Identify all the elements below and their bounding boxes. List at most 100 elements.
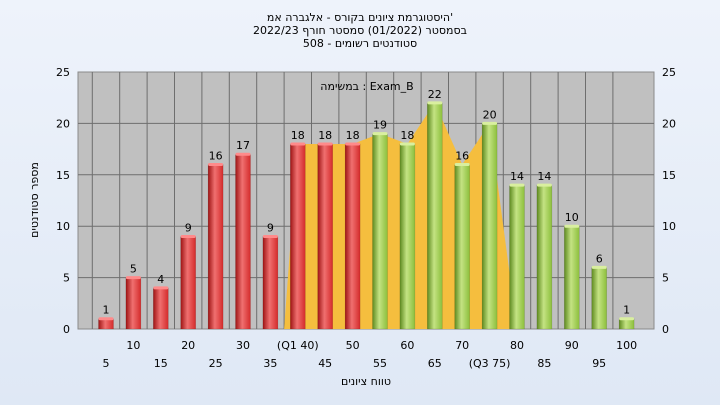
x-tick-label: 25 — [209, 357, 223, 370]
y-tick-left: 5 — [63, 272, 70, 285]
chart-annotation: במשימה : Exam_B — [320, 80, 413, 93]
bar-value-label: 14 — [510, 170, 524, 183]
x-tick-label: 55 — [373, 357, 387, 370]
bar-cap — [564, 224, 580, 228]
y-tick-right: 10 — [662, 220, 676, 233]
y-tick-right: 5 — [662, 272, 669, 285]
x-tick-label: 80 — [510, 339, 524, 352]
y-tick-left: 10 — [56, 220, 70, 233]
x-tick-label: 30 — [236, 339, 250, 352]
x-tick-label: 90 — [565, 339, 579, 352]
bar-green — [481, 123, 498, 330]
bar-green — [427, 102, 443, 330]
y-tick-left: 15 — [56, 169, 70, 182]
x-tick-label: 50 — [346, 339, 360, 352]
bar-green — [399, 143, 416, 330]
x-tick-label: 15 — [154, 357, 168, 370]
bar-cap — [591, 265, 607, 269]
bar-value-label: 16 — [209, 150, 223, 163]
x-tick-label: 65 — [428, 357, 442, 370]
bar-cap — [372, 132, 388, 136]
bar-value-label: 14 — [537, 170, 551, 183]
bar-cap — [153, 286, 169, 290]
y-tick-left: 0 — [63, 323, 70, 336]
bar-cap — [98, 317, 114, 321]
bar-value-label: 1 — [623, 304, 630, 317]
bar-red — [98, 318, 114, 330]
bar-cap — [317, 142, 333, 146]
bar-cap — [454, 163, 470, 167]
bar-green — [591, 267, 607, 330]
bar-red — [180, 236, 196, 330]
bar-cap — [235, 152, 251, 156]
x-axis-ticks: 5 10 15 20 25 30 35(Q1 40) 45 50 55 60 65 70(Q3 75) 8… — [103, 339, 638, 370]
bar-red — [125, 277, 142, 330]
bar-value-label: 10 — [565, 211, 579, 224]
bar-green — [509, 184, 525, 330]
bar-value-label: 20 — [483, 108, 497, 121]
y-tick-left: 20 — [56, 117, 70, 130]
x-tick-label: (Q3 75) — [469, 357, 511, 370]
x-tick-label: 45 — [318, 357, 332, 370]
bar-cap — [427, 101, 443, 105]
bar-cap — [262, 234, 278, 238]
x-tick-label: (Q1 40) — [277, 339, 319, 352]
x-tick-label: 20 — [181, 339, 195, 352]
bar-green — [564, 225, 580, 330]
x-tick-label: 10 — [126, 339, 140, 352]
bar-cap — [290, 142, 306, 146]
bars — [98, 101, 635, 330]
bar-cap — [208, 163, 224, 167]
bar-value-label: 1 — [103, 304, 110, 317]
x-tick-label: 5 — [103, 357, 110, 370]
bar-red — [207, 164, 224, 330]
bar-cap — [482, 121, 498, 125]
bar-value-label: 19 — [373, 119, 387, 132]
bar-value-label: 18 — [346, 129, 360, 142]
y-axis-title: מספר סטודנטים — [28, 162, 41, 238]
y-tick-right: 0 — [662, 323, 669, 336]
bar-value-label: 4 — [157, 273, 164, 286]
bar-red — [290, 143, 306, 330]
bar-value-label: 22 — [428, 88, 442, 101]
data-labels: 1 5 4 9 16 17 9 18 18 18 19 18 22 16 20 14 14 10 6 1 — [103, 88, 631, 317]
bar-red — [317, 143, 333, 330]
x-tick-label: 70 — [455, 339, 469, 352]
x-tick-label: 95 — [592, 357, 606, 370]
y-tick-right: 25 — [662, 66, 676, 79]
bar-value-label: 6 — [596, 252, 603, 265]
x-tick-label: 100 — [616, 339, 637, 352]
bar-green — [454, 164, 470, 330]
bar-red — [344, 143, 361, 330]
y-tick-right: 20 — [662, 117, 676, 130]
bar-green — [536, 184, 553, 330]
bar-cap — [399, 142, 415, 146]
bar-cap — [345, 142, 361, 146]
bar-value-label: 16 — [455, 150, 469, 163]
bar-cap — [125, 276, 141, 280]
bar-value-label: 5 — [130, 263, 137, 276]
bar-cap — [180, 234, 196, 238]
chart-title-line-3: סטודנטים רשומים - 508 — [303, 37, 417, 50]
x-tick-label: 60 — [400, 339, 414, 352]
bar-red — [153, 287, 169, 330]
x-axis-title: טווח ציונים — [341, 375, 391, 388]
y-tick-right: 15 — [662, 169, 676, 182]
bar-red — [262, 236, 279, 330]
bar-value-label: 17 — [236, 139, 250, 152]
bar-value-label: 18 — [318, 129, 332, 142]
bar-red — [235, 153, 251, 330]
bar-green — [372, 133, 388, 330]
bar-value-label: 18 — [291, 129, 305, 142]
x-tick-label: 35 — [263, 357, 277, 370]
bar-value-label: 9 — [267, 221, 274, 234]
bar-value-label: 9 — [185, 221, 192, 234]
bar-cap — [619, 317, 635, 321]
chart-title-line-1: היסטוגרמת ציונים בקורס - אלגברה אמ' — [267, 11, 453, 24]
chart-title-line-2: בסמסטר (01/2022) סמסטר חורף 2022/23 — [253, 24, 467, 37]
bar-green — [618, 318, 635, 330]
bar-cap — [536, 183, 552, 187]
bar-value-label: 18 — [400, 129, 414, 142]
